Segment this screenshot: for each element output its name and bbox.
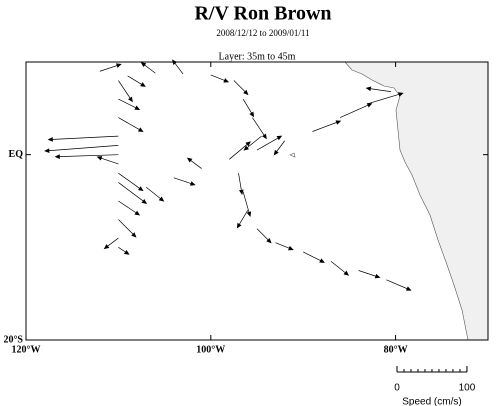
scale-label: Speed (cm/s) xyxy=(402,397,461,406)
current-vector xyxy=(44,145,119,154)
current-vector xyxy=(236,210,249,229)
current-vector xyxy=(238,173,244,196)
current-vector xyxy=(118,247,130,255)
x-tick-label: 100°W xyxy=(196,344,225,355)
current-vector xyxy=(118,182,148,204)
current-vector xyxy=(386,279,412,291)
current-vector xyxy=(118,80,133,103)
current-vector xyxy=(118,200,141,216)
current-vector xyxy=(330,260,350,276)
plot-frame xyxy=(25,61,489,341)
current-vector xyxy=(118,117,144,133)
current-vector xyxy=(358,270,381,279)
current-vector xyxy=(252,117,267,140)
current-vector xyxy=(99,63,122,72)
y-tick-label: 20°S xyxy=(3,334,23,345)
current-vector xyxy=(233,80,249,96)
current-vector xyxy=(186,157,202,169)
current-vector xyxy=(365,86,392,92)
current-vector xyxy=(243,135,262,151)
x-tick-label: 120°W xyxy=(12,344,41,355)
current-vector xyxy=(127,75,146,87)
current-vector xyxy=(172,59,184,75)
land-group xyxy=(289,62,488,340)
current-vector xyxy=(118,219,137,238)
current-vector xyxy=(340,103,373,118)
current-vector xyxy=(140,62,156,74)
current-vector xyxy=(275,242,294,251)
current-vector xyxy=(256,228,272,244)
land xyxy=(344,62,488,340)
current-vector xyxy=(54,154,119,159)
current-vector xyxy=(303,251,325,263)
current-vector xyxy=(273,140,285,156)
subtitle: 2008/12/12 to 2009/01/11 xyxy=(216,28,309,38)
current-vector xyxy=(118,172,144,192)
layer-label: Layer: 35m to 45m xyxy=(219,51,296,62)
current-vector xyxy=(367,92,404,105)
current-vector xyxy=(103,237,119,250)
current-vector xyxy=(229,141,251,160)
title: R/V Ron Brown xyxy=(194,3,331,25)
current-vector xyxy=(256,135,283,151)
current-vector xyxy=(312,120,342,132)
y-tick-label: EQ xyxy=(9,149,24,160)
scale-tick-label: 100 xyxy=(459,383,476,394)
island xyxy=(289,152,296,158)
x-tick-label: 80°W xyxy=(384,344,408,355)
current-vector xyxy=(145,186,165,202)
current-vector xyxy=(242,98,255,118)
current-vector xyxy=(210,74,230,83)
current-vector xyxy=(47,135,119,142)
scale-tick-label: 0 xyxy=(394,383,400,394)
current-vector xyxy=(173,177,196,186)
current-vector xyxy=(96,156,119,165)
current-vector xyxy=(242,191,252,218)
current-vector xyxy=(118,98,141,110)
